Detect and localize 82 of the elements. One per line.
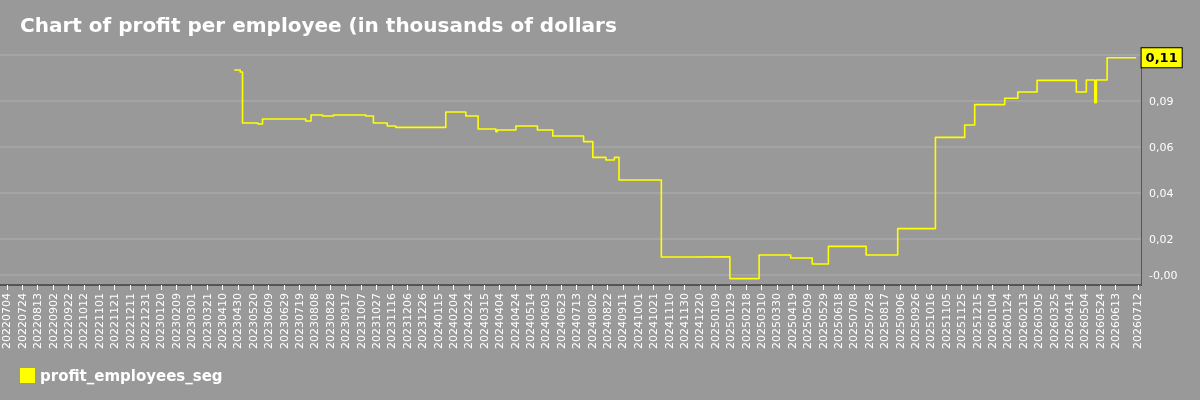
y-tick-label: 0,06 [1149,140,1174,154]
x-tick-label: 20260325 [1047,293,1061,349]
x-tick-label: 20230808 [308,293,322,349]
x-tick-label: 20221101 [92,293,106,349]
x-tick-label: 20250330 [770,293,784,349]
x-tick-label: 20240404 [493,293,507,349]
x-tick-label: 20250618 [831,293,845,349]
x-tick-label: 20250926 [908,293,922,349]
x-tick-label: 20221012 [77,293,91,349]
x-tick-label: 20231206 [400,293,414,349]
data-label: 0,11 [1145,50,1178,66]
x-tick-label: 20240315 [477,293,491,349]
x-tick-label: 20230209 [169,293,183,349]
x-tick-label: 20240713 [570,293,584,349]
x-tick-label: 20220704 [0,293,14,349]
y-tick-label: 0,04 [1149,186,1174,200]
x-tick-label: 20240224 [462,293,476,349]
x-tick-label: 20240115 [431,293,445,349]
x-tick-label: 20231027 [369,293,383,349]
y-tick-label: 0,02 [1149,232,1174,246]
x-tick-label: 20220902 [46,293,60,349]
x-tick-label: 20230609 [262,293,276,349]
x-tick-label: 20241001 [631,293,645,349]
x-tick-label: 20240424 [508,293,522,349]
x-tick-label: 20230430 [231,293,245,349]
x-tick-label: 20221211 [123,293,137,349]
x-tick-label: 20220922 [62,293,76,349]
x-tick-label: 20250419 [785,293,799,349]
y-tick-label: -0,00 [1149,268,1178,282]
x-tick-label: 20250728 [862,293,876,349]
x-tick-label: 20230301 [185,293,199,349]
x-tick-label: 20230520 [246,293,260,349]
x-tick-label: 20250310 [754,293,768,349]
x-tick-label: 20230410 [216,293,229,349]
x-tick-label: 20251016 [924,293,938,349]
y-tick-label: 0,09 [1149,94,1174,108]
x-tick-label: 20231226 [416,293,430,349]
x-tick-label: 20240623 [554,293,568,349]
x-tick-label: 20240802 [585,293,599,349]
x-tick-label: 20220813 [31,293,45,349]
x-tick-label: 20260613 [1109,293,1123,349]
x-tick-label: 20241110 [662,293,676,349]
x-tick-label: 20240603 [539,293,553,349]
x-tick-label: 20260524 [1093,293,1107,349]
x-tick-label: 20260213 [1016,293,1030,349]
x-tick-label: 20231007 [354,293,368,349]
x-tick-label: 20240204 [446,293,460,349]
x-tick-label: 20221121 [108,293,122,349]
x-tick-label: 20250129 [724,293,738,349]
x-tick-label: 20260124 [1001,293,1015,349]
x-tick-label: 20250906 [893,293,907,349]
x-tick-label: 20260414 [1062,293,1076,349]
x-tick-label: 20250817 [878,293,892,349]
x-tick-label: 20251105 [939,293,953,349]
x-tick-label: 20220724 [15,293,29,349]
x-tick-label: 20231116 [385,293,399,349]
x-tick-label: 20230828 [323,293,337,349]
x-tick-label: 20230321 [200,293,214,349]
x-tick-label: 20250109 [708,293,722,349]
x-tick-label: 20240514 [523,293,537,349]
x-tick-label: 20250509 [801,293,815,349]
x-tick-label: 20241130 [677,293,691,349]
x-tick-label: 20240822 [600,293,614,349]
x-tick-label: 20260712 [1131,293,1145,349]
x-tick-label: 20260305 [1032,293,1046,349]
legend-label: profit_employees_seg [40,366,223,385]
x-tick-label: 20251215 [970,293,984,349]
x-tick-label: 20250708 [847,293,861,349]
x-tick-label: 20260504 [1078,293,1092,349]
x-tick-label: 20241021 [647,293,661,349]
x-tick-label: 20250218 [739,293,753,349]
chart-title: Chart of profit per employee (in thousands of dollars [20,13,617,37]
x-tick-label: 20251125 [955,293,969,349]
x-tick-label: 20260104 [985,293,999,349]
x-tick-label: 20221231 [139,293,153,349]
x-tick-label: 20230917 [339,293,353,349]
x-tick-label: 20241220 [693,293,707,349]
x-tick-label: 20250529 [816,293,830,349]
x-tick-label: 20240911 [616,293,630,349]
x-tick-label: 20230629 [277,293,291,349]
x-tick-label: 20230120 [154,293,168,349]
x-tick-label: 20230719 [292,293,306,349]
